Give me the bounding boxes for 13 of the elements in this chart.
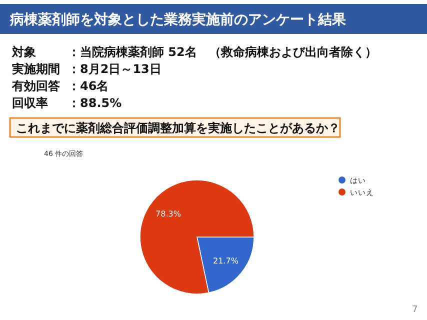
text: 7 — [412, 305, 418, 315]
text: ：8月2日～13日 — [68, 62, 162, 76]
data-label: 21.7% — [213, 256, 239, 266]
text: ：46名 — [68, 79, 109, 93]
text: 実施期間 — [11, 62, 60, 76]
text: これまでに薬剤総合評価調整加算を実施したことがあるか？ — [16, 121, 340, 135]
text: ：当院病棟薬剤師 52名 （救命病棟および出向者除く） — [68, 45, 377, 59]
text: 有効回答 — [11, 79, 61, 93]
text: 回収率 — [12, 96, 48, 110]
chart-title: 病棟薬剤師を対象とした業務実施前のアンケート結果 — [9, 11, 347, 28]
text: 対象 — [11, 45, 36, 59]
text: ：88.5% — [68, 96, 122, 110]
data-label: 78.3% — [156, 210, 182, 219]
